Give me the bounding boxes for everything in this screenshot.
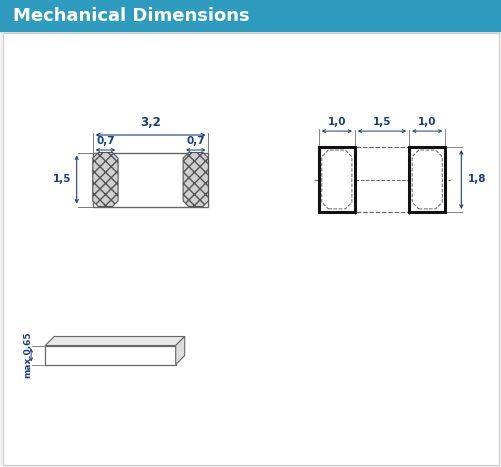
Polygon shape xyxy=(45,337,184,346)
Text: 1,5: 1,5 xyxy=(372,117,390,127)
Bar xyxy=(408,147,444,212)
Bar xyxy=(93,153,208,206)
Text: Mechanical Dimensions: Mechanical Dimensions xyxy=(13,7,248,24)
Polygon shape xyxy=(93,153,118,206)
Text: 0,7: 0,7 xyxy=(96,136,115,146)
Text: 1,8: 1,8 xyxy=(466,175,485,184)
Text: 1,5: 1,5 xyxy=(53,175,72,184)
Polygon shape xyxy=(175,337,184,365)
Text: 1,0: 1,0 xyxy=(327,117,345,127)
Text: max.0,65: max.0,65 xyxy=(24,332,33,378)
Text: 3,2: 3,2 xyxy=(140,116,161,129)
Polygon shape xyxy=(183,153,208,206)
Bar xyxy=(318,147,354,212)
Text: 1,0: 1,0 xyxy=(417,117,435,127)
Bar xyxy=(45,346,175,365)
Text: 0,7: 0,7 xyxy=(186,136,205,146)
Bar xyxy=(318,147,444,212)
Bar xyxy=(0,0,501,31)
